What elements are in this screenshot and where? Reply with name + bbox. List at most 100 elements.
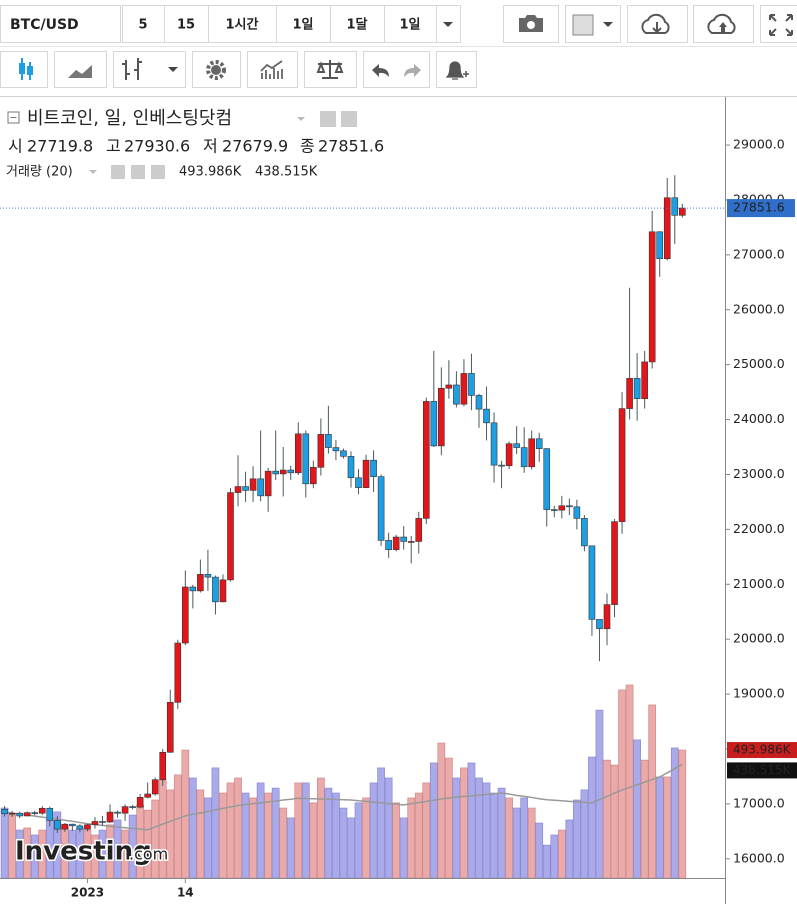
close-icon[interactable] [151,165,165,179]
candle-body [227,492,234,581]
volume-bar [189,777,197,878]
volume-bar [121,829,129,878]
volume-bar [264,792,272,878]
volume-bar [603,759,611,878]
interval-button[interactable] [164,5,209,43]
candle-body [114,811,121,814]
candle-body [197,574,204,592]
candle-body [648,231,656,363]
volume-bar [670,747,679,878]
area-icon [68,65,92,78]
bell-plus [463,71,469,77]
volume-value: 493.986K [179,165,242,180]
volume-bar [437,742,446,878]
candle-body [332,447,340,452]
volume-bar [414,792,423,878]
collapse-box[interactable] [7,111,20,124]
volume-bar [573,799,581,878]
candle-body [505,443,513,466]
volume-bar [324,787,333,878]
fullscreen-button[interactable] [760,5,797,43]
interval-button[interactable] [208,5,277,43]
bell-icon [445,61,465,80]
volume-bar [347,817,355,878]
interval-label: 1일 [292,18,313,33]
candle-body [317,434,325,468]
scale-icon [316,60,344,79]
settings-icon[interactable] [131,165,145,179]
symbol-box[interactable] [0,5,121,43]
candle-body [159,751,167,781]
candle-body [84,824,91,830]
volume-bar [294,782,303,878]
volume-bar [460,767,468,878]
visibility-icon[interactable] [111,165,125,179]
interval-button[interactable] [276,5,331,43]
candle-body [626,378,633,409]
volume-bar [588,756,596,878]
volume-bar [219,792,227,878]
volume-bar [249,797,257,878]
volume-bar [53,811,62,878]
download-arrow [652,22,662,34]
candle-body [468,373,475,396]
candle-body [166,702,174,753]
interval-button[interactable] [122,5,165,43]
candle-body [355,477,362,488]
volume-bar [23,827,32,878]
volume-bar [211,767,220,878]
volume-bar [490,792,498,878]
cloud-download-icon [641,13,670,34]
settings-icon[interactable] [341,111,357,127]
open-value: 27719.8 [27,137,93,156]
volume-bar [640,759,649,878]
color-swatch [572,14,594,36]
visibility-icon[interactable] [320,111,336,127]
volume-bar [610,764,619,878]
volume-bar [173,774,182,878]
candle-body [136,796,144,808]
y-tick-label: 29000.0 [733,137,785,152]
volume-bar [384,777,393,878]
volume-bar [535,822,544,878]
candle-body [422,401,430,519]
interval-label: 1시간 [226,17,259,33]
candle-body [438,387,445,447]
volume-bar [166,789,175,878]
candle-icon-body [19,63,25,74]
y-tick-label: 23000.0 [733,466,785,481]
volume-bar [234,777,242,878]
candle-body [415,518,423,542]
symbol: BTC/USD [10,17,79,33]
interval-button[interactable] [330,5,385,43]
indicators-icon [260,60,283,79]
area-style-button[interactable] [54,51,107,88]
volume-bar [663,776,672,878]
dropdown-arrow [89,170,97,174]
y-tick-label: 20000.0 [733,631,785,646]
candle-body [31,812,39,814]
candle-body [490,422,498,466]
volume-bar [399,817,408,878]
candle-body [264,470,272,497]
candle-body [377,476,385,541]
indicators-button[interactable] [247,51,298,88]
candle-body [596,619,603,630]
volume-bar [377,767,385,878]
y-tick-label: 17000.0 [733,795,785,810]
candle-body [23,812,31,817]
volume-bar [497,787,506,878]
volume-bar [467,762,476,878]
volume-bar [392,802,401,878]
candle-body [543,448,551,510]
ohlc-label: 고 [106,137,121,156]
candle-body [212,576,219,603]
volume-bar [271,787,280,878]
volume-bar [655,776,664,878]
candle-body [69,823,76,827]
candle-body [528,438,536,468]
candle-body [392,536,400,550]
volume-box-label: 493.986K [733,743,792,757]
y-tick-label: 19000.0 [733,686,785,701]
